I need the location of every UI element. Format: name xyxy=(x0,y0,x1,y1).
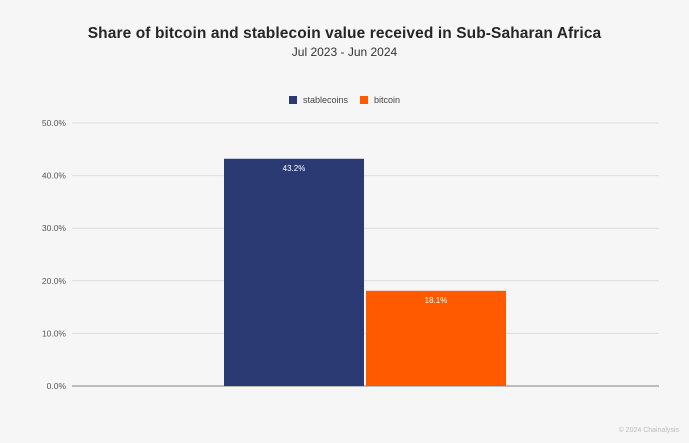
data-label-stablecoins: 43.2% xyxy=(283,164,306,173)
chart-legend: stablecoins bitcoin xyxy=(0,95,689,105)
y-tick-label: 10.0% xyxy=(42,328,67,338)
legend-item-bitcoin[interactable]: bitcoin xyxy=(360,95,400,105)
data-label-bitcoin: 18.1% xyxy=(425,296,448,305)
legend-label-bitcoin: bitcoin xyxy=(374,95,401,105)
copyright-credit: © 2024 Chainalysis xyxy=(618,427,679,434)
y-tick-label: 30.0% xyxy=(42,223,67,233)
legend-item-stablecoins[interactable]: stablecoins xyxy=(288,95,348,105)
bar-bitcoin[interactable] xyxy=(366,290,506,386)
y-tick-label: 50.0% xyxy=(42,118,67,128)
y-tick-label: 0.0% xyxy=(47,381,67,391)
y-tick-label: 40.0% xyxy=(42,171,67,181)
chart-subtitle: Jul 2023 - Jun 2024 xyxy=(291,45,398,59)
legend-swatch-bitcoin xyxy=(360,96,368,104)
chart-title: Share of bitcoin and stablecoin value re… xyxy=(87,25,602,42)
legend-label-stablecoins: stablecoins xyxy=(302,95,348,105)
legend-swatch-stablecoins xyxy=(288,96,297,104)
bar-stablecoins[interactable] xyxy=(224,158,364,386)
y-tick-label: 20.0% xyxy=(42,276,67,286)
